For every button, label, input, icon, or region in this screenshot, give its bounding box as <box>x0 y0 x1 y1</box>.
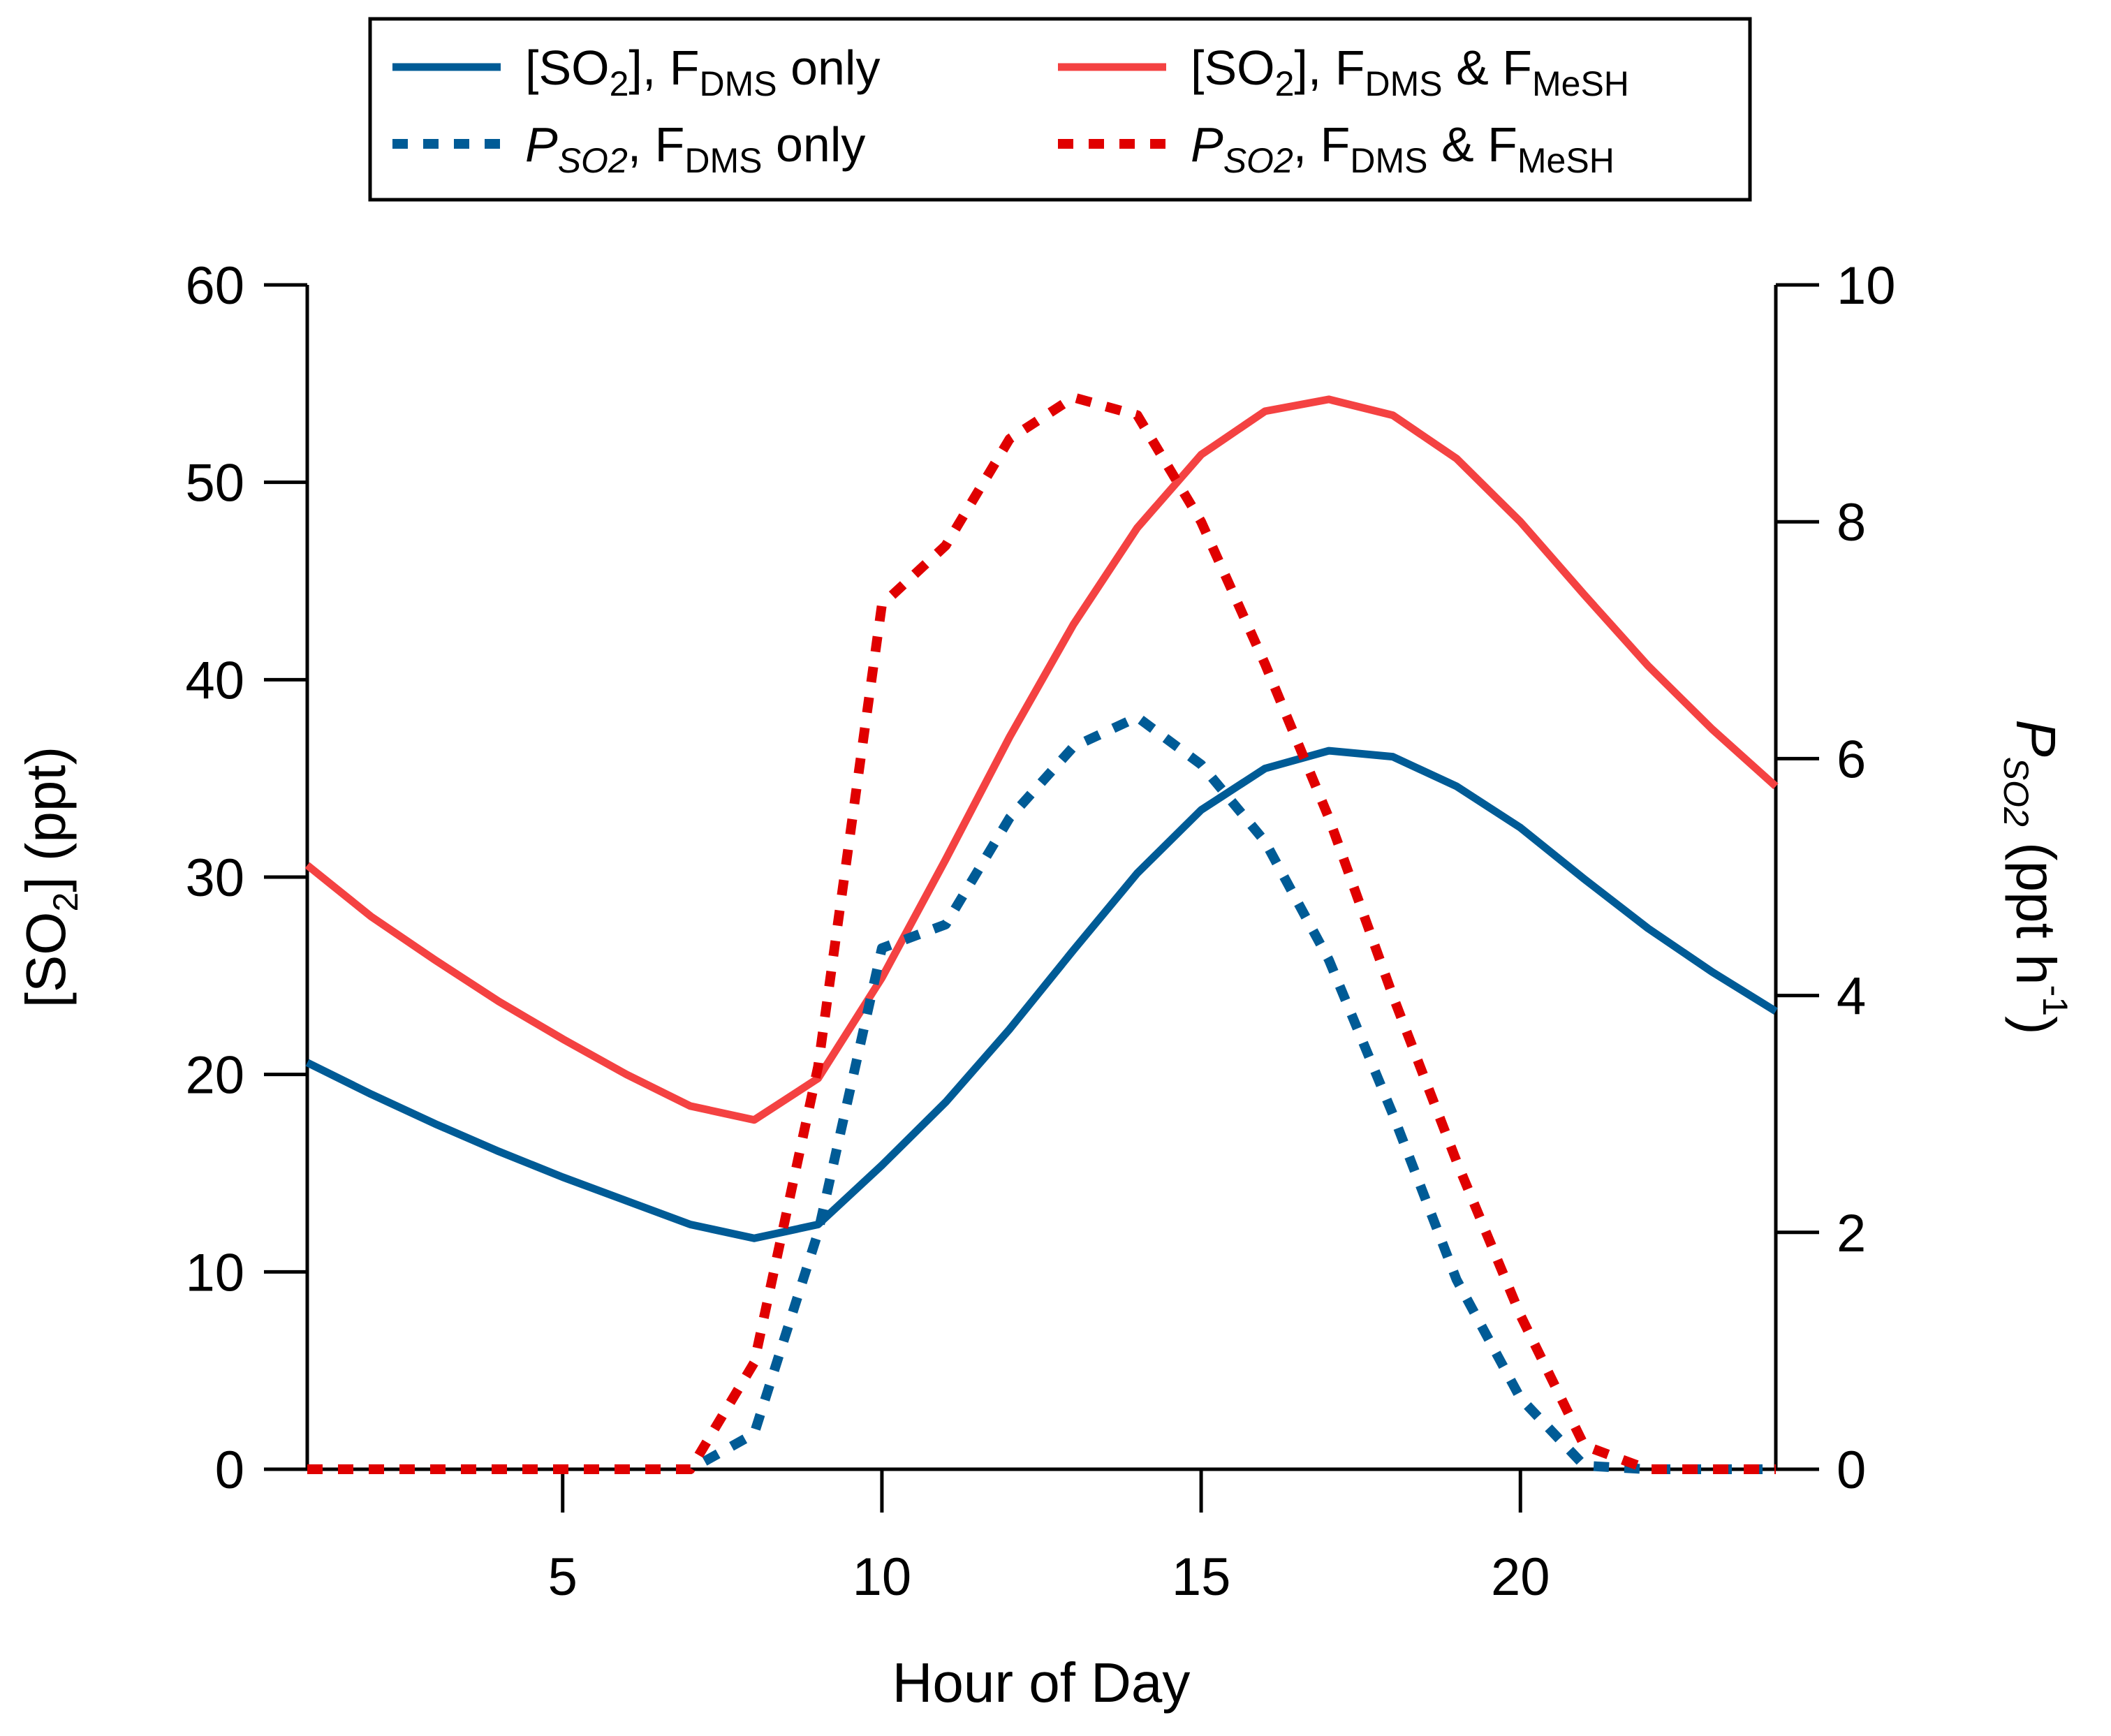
y-left-tick-label-30: 30 <box>185 848 244 908</box>
y-right-title-sub: SO2 <box>1996 757 2036 827</box>
legend: [SO2], FDMS only PSO2, FDMS only [SO2], FD… <box>368 17 1752 202</box>
legend-entries: [SO2], FDMS only PSO2, FDMS only [SO2], FD… <box>392 41 1629 180</box>
y-left-tick-label-20: 20 <box>185 1046 244 1105</box>
legend-label-4: PSO2, FDMS & FMeSH <box>1191 117 1614 180</box>
y-left-tick-label-40: 40 <box>185 651 244 710</box>
y-right-tick-label-4: 4 <box>1837 967 1866 1027</box>
x-tick-label-15: 15 <box>1172 1547 1231 1607</box>
y-right-title-main: P <box>2005 719 2067 756</box>
y-left-title: [SO2] (ppt) <box>15 746 85 1008</box>
plot-area: 5 10 15 20 0 10 20 30 40 50 60 0 2 4 6 8 10 <box>185 256 1895 1607</box>
y-right-tick-label-6: 6 <box>1837 730 1866 789</box>
y-right-title-close: ) <box>2005 1016 2067 1035</box>
x-axis-title: Hour of Day <box>892 1652 1191 1714</box>
svg-text:[SO2] (ppt): [SO2] (ppt) <box>15 746 85 1008</box>
legend-label-1: [SO2], FDMS only <box>525 41 881 103</box>
y-right-tick-label-10: 10 <box>1837 256 1896 316</box>
y-left-ticks: 0 10 20 30 40 50 60 <box>185 256 307 1500</box>
y-right-tick-label-8: 8 <box>1837 493 1866 552</box>
series-group <box>304 392 1779 1474</box>
x-ticks: 5 10 15 20 <box>548 1469 1550 1607</box>
y-left-tick-label-50: 50 <box>185 454 244 513</box>
y-left-title-prefix: [SO <box>15 911 77 1008</box>
y-left-tick-label-0: 0 <box>215 1441 244 1500</box>
y-left-title-suffix: ] (ppt) <box>15 746 77 892</box>
y-right-title-sup: -1 <box>2036 985 2075 1016</box>
series-line-2 <box>307 712 1776 1474</box>
legend-frame <box>368 17 1752 202</box>
series-line-3 <box>304 395 1779 1124</box>
svg-text:PSO2 (ppt h-1): PSO2 (ppt h-1) <box>1996 719 2075 1034</box>
y-right-tick-label-0: 0 <box>1837 1441 1866 1500</box>
x-tick-label-10: 10 <box>853 1547 912 1607</box>
series-line-1 <box>305 746 1778 1242</box>
legend-label-3: [SO2], FDMS & FMeSH <box>1191 41 1629 103</box>
x-tick-label-5: 5 <box>548 1547 578 1607</box>
y-right-title: PSO2 (ppt h-1) <box>1996 719 2075 1034</box>
y-right-tick-label-2: 2 <box>1837 1204 1866 1263</box>
y-right-title-suffix: (ppt h <box>2005 827 2067 985</box>
y-right-ticks: 0 2 4 6 8 10 <box>1776 256 1896 1500</box>
x-tick-label-20: 20 <box>1491 1547 1550 1607</box>
y-left-tick-label-10: 10 <box>185 1243 244 1302</box>
y-left-title-sub: 2 <box>46 892 85 912</box>
legend-label-2: PSO2, FDMS only <box>525 117 865 180</box>
y-left-tick-label-60: 60 <box>185 256 244 316</box>
